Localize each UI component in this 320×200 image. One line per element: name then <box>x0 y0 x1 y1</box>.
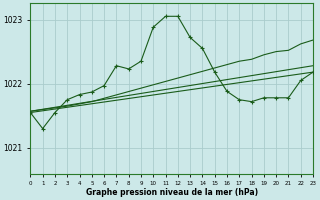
X-axis label: Graphe pression niveau de la mer (hPa): Graphe pression niveau de la mer (hPa) <box>86 188 258 197</box>
